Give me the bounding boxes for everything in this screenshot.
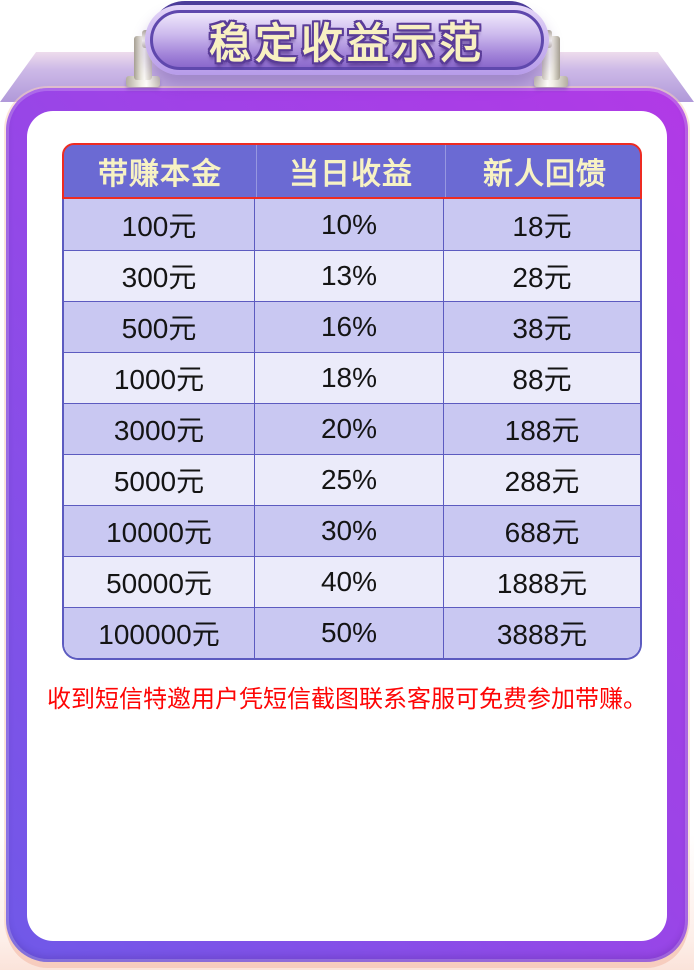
table-cell: 300元 bbox=[64, 250, 254, 301]
table-cell: 16% bbox=[254, 301, 443, 352]
promo-note: 收到短信特邀用户凭短信截图联系客服可免费参加带赚。 bbox=[47, 686, 647, 713]
table-row: 50000元 40% 1888元 bbox=[64, 556, 640, 607]
table-row: 100000元 50% 3888元 bbox=[64, 607, 640, 658]
table-cell: 3000元 bbox=[64, 403, 254, 454]
table-row: 300元 13% 28元 bbox=[64, 250, 640, 301]
table-row: 10000元 30% 688元 bbox=[64, 505, 640, 556]
table-cell: 188元 bbox=[443, 403, 640, 454]
table-cell: 288元 bbox=[443, 454, 640, 505]
table-cell: 28元 bbox=[443, 250, 640, 301]
table-cell: 50% bbox=[254, 607, 443, 658]
table-cell: 50000元 bbox=[64, 556, 254, 607]
column-header: 当日收益 bbox=[256, 145, 445, 197]
table-cell: 5000元 bbox=[64, 454, 254, 505]
table-cell: 20% bbox=[254, 403, 443, 454]
table-cell: 100000元 bbox=[64, 607, 254, 658]
table-cell: 18% bbox=[254, 352, 443, 403]
table-cell: 38元 bbox=[443, 301, 640, 352]
table-cell: 100元 bbox=[121, 210, 197, 242]
table-cell: 10000元 bbox=[64, 505, 254, 556]
table-cell: 18元 bbox=[443, 199, 640, 250]
pipe-foot bbox=[126, 76, 160, 87]
table-cell: 688元 bbox=[443, 505, 640, 556]
table-cell: 1888元 bbox=[443, 556, 640, 607]
table-cell: 25% bbox=[254, 454, 443, 505]
table-row: 3000元 20% 188元 bbox=[64, 403, 640, 454]
column-header: 带赚本金 bbox=[98, 158, 222, 191]
table-cell: 1000元 bbox=[64, 352, 254, 403]
table-row: 5000元 25% 288元 bbox=[64, 454, 640, 505]
table-cell: 3888元 bbox=[443, 607, 640, 658]
table-cell: 500元 bbox=[64, 301, 254, 352]
earnings-table: 带赚本金 当日收益 新人回馈 100元 10% 18元 300元 13% 28元 500元 16%… bbox=[62, 143, 642, 660]
table-cell: 10% bbox=[254, 199, 443, 250]
title-badge-core: 稳定收益示范 bbox=[150, 10, 544, 70]
table-cell: 13% bbox=[254, 250, 443, 301]
table-cell: 30% bbox=[254, 505, 443, 556]
table-body: 100元 10% 18元 300元 13% 28元 500元 16% 38元 1000元 18% 88… bbox=[62, 199, 642, 660]
column-header: 新人回馈 bbox=[445, 145, 644, 197]
table-cell: 88元 bbox=[443, 352, 640, 403]
title-badge: 稳定收益示范 bbox=[145, 5, 549, 75]
table-header-row: 带赚本金 当日收益 新人回馈 bbox=[62, 143, 642, 199]
table-cell: 40% bbox=[254, 556, 443, 607]
table-row: 100元 10% 18元 bbox=[64, 199, 640, 250]
page-title: 稳定收益示范 bbox=[208, 19, 485, 67]
table-row: 1000元 18% 88元 bbox=[64, 352, 640, 403]
table-row: 500元 16% 38元 bbox=[64, 301, 640, 352]
